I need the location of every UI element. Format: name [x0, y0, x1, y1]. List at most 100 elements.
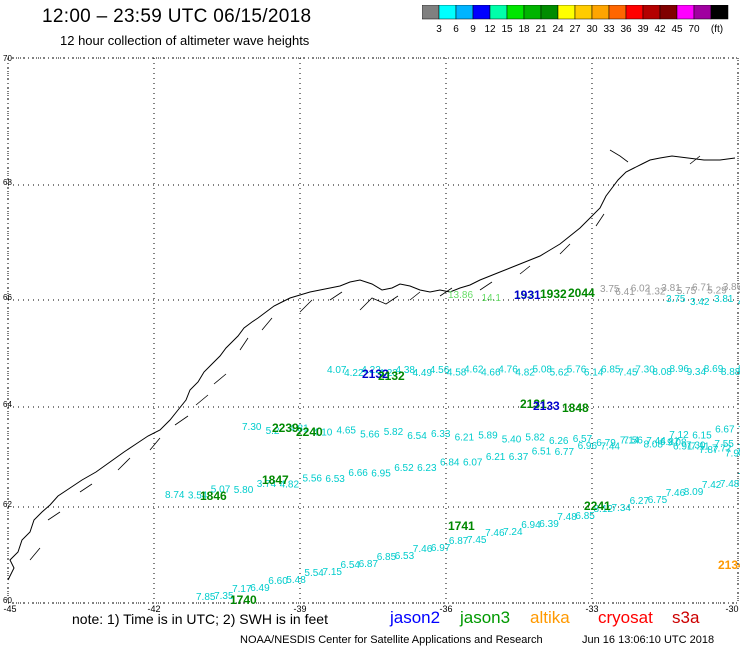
wave-height-label: 6.39: [539, 519, 559, 530]
wave-height-label: 7.45: [618, 367, 638, 378]
pass-time-label: 1740: [230, 593, 257, 607]
wave-height-label: 8.12: [594, 504, 614, 515]
wave-height-label: 4.76: [498, 365, 518, 376]
wave-height-label: 5.82: [384, 427, 404, 438]
wave-height-label: 6.84: [440, 457, 460, 468]
wave-height-label: 4.10: [313, 428, 333, 439]
wave-height-label: 7.48: [557, 512, 577, 523]
wave-height-label: 8.08: [644, 440, 664, 451]
wave-height-label: 7.44: [646, 436, 666, 447]
wave-height-label: 8.07: [738, 447, 740, 458]
pass-time-label: 1848: [562, 401, 589, 415]
pass-time-label: 2132: [362, 367, 389, 381]
wave-height-label: 9.08: [667, 437, 687, 448]
wave-height-label: 3.81: [661, 283, 681, 294]
color-scale-label: (ft): [711, 24, 723, 35]
wave-height-label: 5.56: [303, 474, 323, 485]
wave-height-label: 4.82: [280, 479, 300, 490]
pass-time-label: 2132: [378, 369, 405, 383]
color-scale-bar: 3 6 9 12 15 18 21 24 27 30 33 36 39 42 45 70 (ft): [422, 5, 729, 35]
pass-time-label: 1846: [200, 489, 227, 503]
timestamp: Jun 16 13:06:10 UTC 2018: [582, 634, 715, 646]
wave-height-label: 8.88: [721, 367, 740, 378]
pass-time-label: 2133: [533, 399, 560, 413]
wave-height-label: 5.07: [211, 485, 231, 496]
wave-height-label: 5.66: [360, 429, 380, 440]
wave-height-label: 7.87: [699, 445, 719, 456]
wave-height-label: 5.76: [567, 364, 587, 375]
wave-height-label: 7.56: [623, 436, 643, 447]
wave-height-label: 5.08: [533, 365, 553, 376]
wave-height-label: 5.75: [677, 286, 697, 297]
wave-height-label: 3.54: [188, 490, 208, 501]
color-scale-label: 27: [569, 24, 581, 35]
pass-time-label: 1931: [514, 288, 541, 302]
wave-height-label: 7.12: [669, 430, 689, 441]
wave-height-label: 5.32: [738, 285, 740, 296]
wave-height-label: 9.34: [687, 367, 707, 378]
wave-height-label: 6.95: [371, 469, 391, 480]
color-scale-label: 36: [620, 24, 632, 35]
wave-height-label: 6.27: [630, 496, 650, 507]
wave-height-label: 6.67: [715, 425, 735, 436]
wave-height-label: 8.54: [738, 364, 740, 375]
color-scale-label: 21: [535, 24, 547, 35]
wave-height-label: 6.94: [521, 520, 541, 531]
lon-tick-label: -39: [293, 604, 306, 614]
color-scale-label: 70: [688, 24, 700, 35]
color-scale-label: 33: [603, 24, 615, 35]
color-scale-label: 3: [436, 24, 442, 35]
wave-height-label: 7.30: [686, 440, 706, 451]
wave-height-label: 6.21: [486, 452, 506, 463]
wave-height-label: 4.0: [738, 297, 740, 308]
wave-height-label: 7.15: [323, 567, 343, 578]
pass-time-label: 2131: [520, 397, 547, 411]
wave-height-label: 6.85: [575, 511, 595, 522]
wave-height-label: 3.75: [600, 284, 620, 295]
wave-height-label: 6.53: [395, 551, 415, 562]
wave-height-label: 5.2: [266, 426, 280, 437]
wave-height-label: 6.33: [431, 429, 451, 440]
wave-height-label: 6.60: [268, 576, 288, 587]
wave-height-label: 7.24: [503, 527, 523, 538]
wave-height-label: 7.42: [738, 443, 740, 454]
wave-height-label: 6.66: [348, 468, 368, 479]
wave-height-label: 7.35: [214, 591, 234, 602]
wave-height-label: 4.23: [378, 368, 398, 379]
lat-tick-label: 66: [3, 293, 12, 302]
lon-tick-label: -33: [585, 604, 598, 614]
wave-height-label: 15.3: [515, 290, 535, 301]
legend-s3a: s3a: [672, 608, 700, 627]
pass-time-label: 2240: [296, 425, 323, 439]
wave-height-label: 7.85: [196, 592, 216, 603]
pass-time-label: 1847: [262, 473, 289, 487]
altimeter-tracks: 7.30 5.2 4.81 4.10 4.65 5.66 5.82 6.54 6.33 6.21 5…: [165, 282, 740, 603]
map-subtitle: 12 hour collection of altimeter wave hei…: [60, 33, 310, 48]
wave-height-label: 6.51: [532, 447, 552, 458]
lon-tick-label: -45: [3, 604, 16, 614]
wave-height-label: 8.09: [684, 487, 704, 498]
color-scale-label: 24: [552, 24, 564, 35]
wave-height-label: 6.41: [615, 287, 635, 298]
wave-height-label: 5.80: [234, 485, 254, 496]
wave-height-label: 6.79: [596, 438, 616, 449]
wave-height-label: 6.26: [549, 436, 569, 447]
lat-lon-grid: [7, 57, 739, 604]
wave-height-label: 6.21: [455, 433, 475, 444]
wave-height-label: 4.07: [327, 365, 347, 376]
map-title: 12:00 – 23:59 UTC 06/15/2018: [42, 6, 312, 27]
wave-height-label: 4.62: [464, 365, 484, 376]
pass-time-label: 2044: [568, 286, 595, 300]
wave-height-label: 6.75: [648, 495, 668, 506]
lon-tick-label: -42: [147, 604, 160, 614]
wave-height-label: 8.96: [670, 364, 690, 375]
legend-jason3: jason3: [460, 608, 511, 627]
legend-jason2: jason2: [390, 608, 441, 627]
wave-height-label: 13.86: [448, 290, 473, 301]
color-scale-label: 42: [654, 24, 666, 35]
legend-cryosat: cryosat: [598, 608, 653, 627]
wave-height-label: 8.08: [652, 367, 672, 378]
pass-time-label: 1741: [448, 519, 475, 533]
wave-height-label: 6.96: [578, 441, 598, 452]
